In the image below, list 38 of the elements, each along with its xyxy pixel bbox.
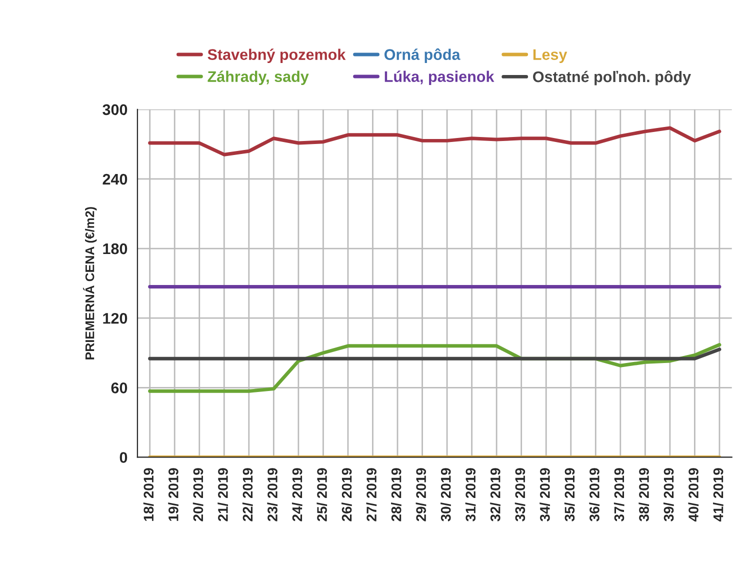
x-tick-label: 36/ 2019: [589, 468, 600, 522]
y-axis-title: PRIEMERNÁ CENA (€/m2): [83, 207, 97, 360]
legend-label: Orná pôda: [384, 48, 460, 63]
legend-label: Lúka, pasienok: [384, 70, 494, 86]
x-tick-label: 26/ 2019: [342, 468, 352, 522]
x-tick-label: 39/ 2019: [663, 468, 674, 522]
x-tick-label: 19/ 2019: [168, 468, 178, 521]
y-tick-label: 0: [120, 452, 128, 463]
x-tick-label: 41/ 2019: [713, 468, 724, 522]
y-tick-label: 60: [111, 382, 128, 394]
y-tick-label: 180: [103, 243, 128, 254]
x-tick-label: 25/ 2019: [316, 468, 328, 522]
x-tick-label: 38/ 2019: [638, 468, 650, 522]
x-tick-label: 20/ 2019: [192, 468, 204, 522]
x-tick-label: 29/ 2019: [416, 468, 426, 522]
x-tick-label: 18/ 2019: [143, 468, 154, 521]
x-tick-label: 22/ 2019: [242, 468, 253, 522]
legend-label: Záhrady, sady: [208, 70, 309, 86]
x-tick-label: 23/ 2019: [267, 468, 278, 522]
x-tick-label: 27/ 2019: [366, 468, 377, 522]
x-tick-label: 30/ 2019: [440, 468, 451, 522]
x-tick-label: 34/ 2019: [540, 468, 550, 522]
y-tick-label: 240: [102, 174, 128, 185]
legend-label: Ostatné poľnoh. pôdy: [533, 70, 691, 86]
y-tick-label: 300: [102, 104, 128, 116]
legend-label: Stavebný pozemok: [208, 48, 346, 63]
line-series: [148, 126, 722, 156]
x-tick-label: 32/ 2019: [490, 468, 500, 522]
y-tick-label: 120: [103, 312, 128, 324]
legend-label: Lesy: [533, 49, 568, 63]
x-tick-label: 31/ 2019: [465, 468, 476, 522]
x-tick-label: 40/ 2019: [688, 468, 699, 522]
x-tick-label: 24/ 2019: [292, 468, 302, 522]
x-tick-label: 21/ 2019: [218, 468, 228, 522]
x-tick-label: 37/ 2019: [614, 468, 624, 522]
x-tick-label: 35/ 2019: [564, 468, 575, 522]
x-tick-label: 33/ 2019: [514, 468, 526, 522]
x-tick-label: 28/ 2019: [391, 468, 402, 522]
